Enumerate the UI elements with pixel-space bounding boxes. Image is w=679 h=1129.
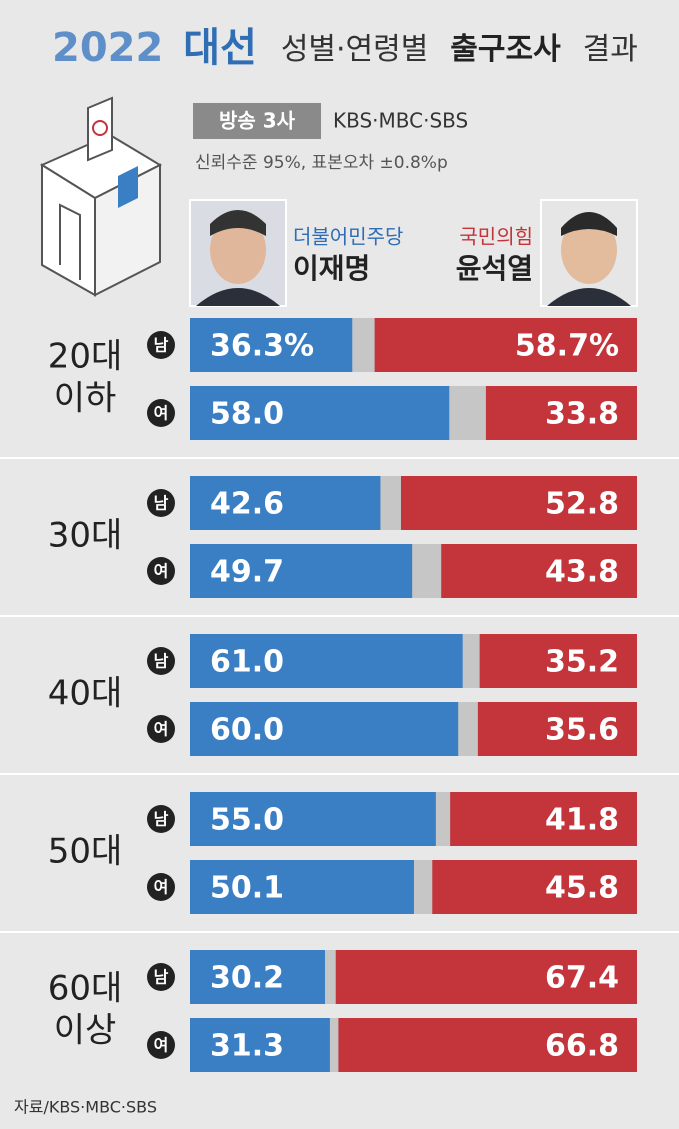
data-label: 52.8 <box>545 487 619 522</box>
y-tick-label: 남 <box>154 494 169 513</box>
ballot-box <box>39 96 163 297</box>
data-label: 66.8 <box>545 1029 619 1064</box>
group-label: 이하 <box>54 379 117 419</box>
data-label: 36.3% <box>210 329 314 364</box>
gender-badge <box>147 331 175 359</box>
y-tick-label: 여 <box>154 1036 169 1055</box>
data-label: 49.7 <box>210 555 284 590</box>
data-label: 33.8 <box>545 397 619 432</box>
note: 신뢰수준 95%, 표본오차 ±0.8%p <box>195 153 448 173</box>
data-label: 43.8 <box>545 555 619 590</box>
gender-badge <box>147 1031 175 1059</box>
bar <box>335 950 637 1004</box>
bar <box>479 634 637 688</box>
bar <box>190 792 436 846</box>
title-end: 결과 <box>583 32 638 67</box>
photo-yoon <box>540 199 638 307</box>
y-tick-label: 여 <box>154 562 169 581</box>
data-label: 41.8 <box>545 803 619 838</box>
bar <box>190 476 381 530</box>
data-label: 35.2 <box>545 645 619 680</box>
data-label: 60.0 <box>210 713 284 748</box>
y-tick-label: 남 <box>154 336 169 355</box>
data-label: 45.8 <box>545 871 619 906</box>
bar <box>190 860 414 914</box>
bar <box>477 702 637 756</box>
data-label: 30.2 <box>210 961 284 996</box>
group-label: 이상 <box>54 1011 117 1051</box>
badge-bg <box>193 103 321 139</box>
data-label: 58.0 <box>210 397 284 432</box>
bar <box>190 544 413 598</box>
y-tick-label: 여 <box>154 404 169 423</box>
gender-badge <box>147 399 175 427</box>
data-label: 42.6 <box>210 487 284 522</box>
data-label: 61.0 <box>210 645 284 680</box>
bar <box>450 792 637 846</box>
y-tick-label: 여 <box>154 720 169 739</box>
photo-lee <box>189 199 287 307</box>
y-tick-label: 여 <box>154 878 169 897</box>
bar <box>190 386 450 440</box>
y-tick-label: 남 <box>154 968 169 987</box>
gender-badge <box>147 715 175 743</box>
badge: 방송 3사 <box>219 109 296 133</box>
gender-badge <box>147 647 175 675</box>
bar <box>190 702 459 756</box>
y-tick-label: 남 <box>154 810 169 829</box>
broadcasters: KBS·MBC·SBS <box>333 109 468 133</box>
bar <box>190 950 325 1004</box>
data-label: 67.4 <box>545 961 619 996</box>
data-label: 58.7% <box>515 329 619 364</box>
group-label: 20대 <box>48 337 123 377</box>
bar <box>441 544 637 598</box>
gender-badge <box>147 805 175 833</box>
group-label: 40대 <box>48 674 123 714</box>
data-label: 35.6 <box>545 713 619 748</box>
party-name: 국민의힘 <box>459 225 533 249</box>
legend-label: 이재명 <box>293 252 370 285</box>
group-label: 50대 <box>48 832 123 872</box>
group-label: 30대 <box>48 516 123 556</box>
bar <box>190 1018 330 1072</box>
bar <box>190 634 463 688</box>
bar <box>400 476 637 530</box>
bar <box>338 1018 637 1072</box>
bar <box>485 386 637 440</box>
source: 자료/KBS·MBC·SBS <box>14 1098 157 1117</box>
bar <box>374 318 637 372</box>
title-bold: 출구조사 <box>450 32 561 67</box>
group-label: 60대 <box>48 969 123 1009</box>
chart-title: 2022 대선 성별·연령별 출구조사 결과 <box>52 25 638 71</box>
legend-label: 윤석열 <box>456 252 533 285</box>
gender-badge <box>147 873 175 901</box>
title-topic: 성별·연령별 <box>281 32 429 67</box>
data-label: 31.3 <box>210 1029 284 1064</box>
data-label: 50.1 <box>210 871 284 906</box>
bar <box>190 318 353 372</box>
data-label: 55.0 <box>210 803 284 838</box>
gender-badge <box>147 963 175 991</box>
title-election: 대선 <box>183 25 257 71</box>
gender-badge <box>147 557 175 585</box>
y-tick-label: 남 <box>154 652 169 671</box>
gender-badge <box>147 489 175 517</box>
bar <box>432 860 637 914</box>
title-year: 2022 <box>52 25 163 71</box>
party-name: 더불어민주당 <box>293 225 403 249</box>
